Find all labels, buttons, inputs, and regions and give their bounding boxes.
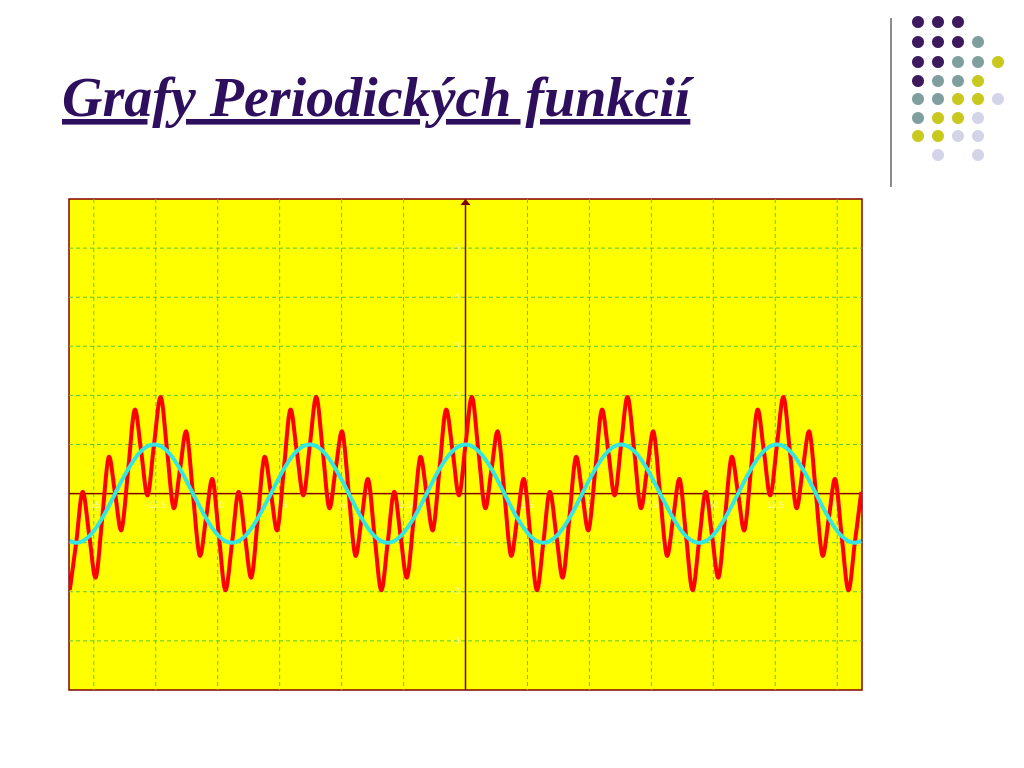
y-tick-label: 2 (454, 390, 459, 400)
x-tick-label: 7.5 (645, 500, 658, 510)
y-tick-label: 1 (454, 439, 459, 449)
x-tick-label: 12.5 (767, 500, 785, 510)
decor-dots (912, 16, 1004, 161)
axis-arrow (460, 199, 471, 205)
x-tick-label: -5 (338, 500, 346, 510)
chart-title: Grafy Periodických funkcií (62, 67, 695, 129)
x-tick-label: 10 (708, 500, 718, 510)
y-tick-label: 3 (454, 341, 459, 351)
y-tick-label: 4 (454, 292, 459, 302)
x-tick-label: 5 (587, 500, 592, 510)
y-tick-label: -1 (451, 537, 459, 547)
x-tick-label: -2.5 (396, 500, 412, 510)
y-tick-label: 5 (454, 242, 459, 252)
x-tick-label: -15 (87, 500, 100, 510)
x-tick-label: -12.5 (145, 500, 166, 510)
series-line (69, 442, 862, 545)
y-tick-label: -2 (451, 586, 459, 596)
y-tick-label: -3 (451, 635, 459, 645)
